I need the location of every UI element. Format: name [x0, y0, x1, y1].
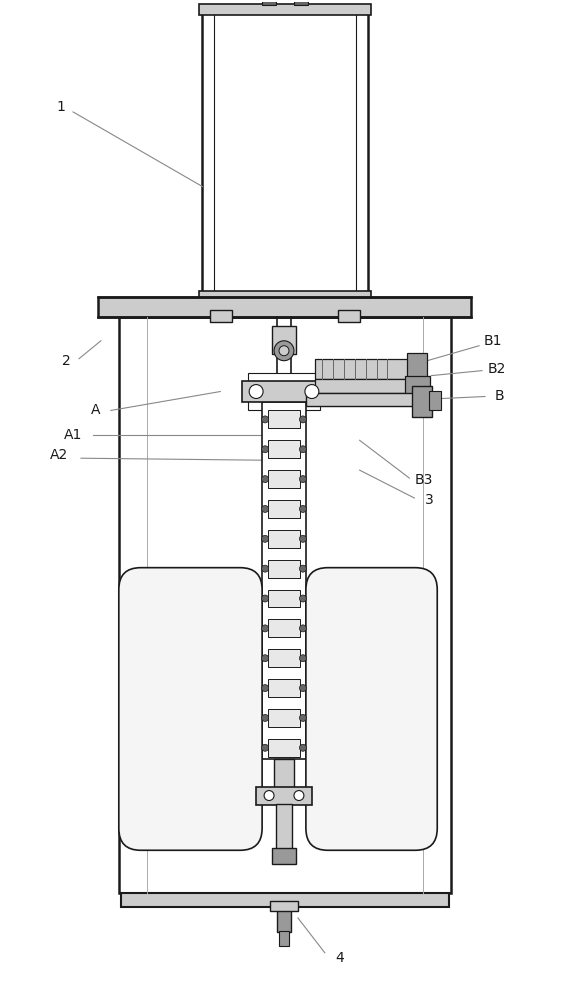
Bar [270, 901, 298, 911]
Circle shape [299, 685, 306, 692]
Text: 4: 4 [335, 951, 344, 965]
Circle shape [262, 416, 269, 423]
Bar [199, 291, 370, 301]
Bar [199, 300, 227, 312]
Bar [338, 310, 360, 322]
Circle shape [262, 505, 269, 512]
Bar [315, 359, 410, 379]
Circle shape [299, 565, 306, 572]
Circle shape [299, 595, 306, 602]
Bar [268, 500, 300, 518]
Circle shape [262, 446, 269, 453]
Circle shape [299, 505, 306, 512]
Bar [262, 0, 276, 5]
Bar [429, 391, 441, 410]
Text: B2: B2 [488, 362, 506, 376]
Circle shape [262, 744, 269, 751]
Bar [268, 739, 300, 757]
Circle shape [262, 625, 269, 632]
Circle shape [262, 655, 269, 662]
Bar [268, 709, 300, 727]
Bar [412, 386, 432, 417]
Bar [406, 376, 431, 396]
Bar [242, 381, 326, 402]
Text: A1: A1 [64, 428, 82, 442]
Circle shape [264, 791, 274, 801]
Bar [199, 4, 370, 15]
Bar [119, 317, 451, 893]
Bar [315, 379, 410, 393]
Bar [262, 402, 306, 759]
Text: A: A [91, 403, 101, 417]
Circle shape [262, 476, 269, 483]
Bar [272, 326, 296, 354]
Bar [248, 373, 320, 410]
Circle shape [299, 625, 306, 632]
Circle shape [305, 385, 319, 398]
Circle shape [299, 446, 306, 453]
Bar [268, 649, 300, 667]
Text: 1: 1 [57, 100, 65, 114]
Circle shape [262, 595, 269, 602]
Bar [306, 393, 415, 406]
Bar [344, 300, 371, 312]
Text: B: B [494, 389, 504, 403]
Circle shape [262, 565, 269, 572]
Text: 2: 2 [62, 354, 70, 368]
Bar [268, 619, 300, 637]
Circle shape [262, 714, 269, 721]
Bar [274, 759, 294, 789]
Bar [272, 848, 296, 864]
Bar [268, 470, 300, 488]
Text: B1: B1 [484, 334, 502, 348]
Bar [407, 353, 427, 381]
Bar [279, 931, 289, 946]
Circle shape [294, 791, 304, 801]
Bar [277, 907, 291, 932]
Circle shape [249, 385, 263, 398]
FancyBboxPatch shape [306, 568, 437, 850]
Bar [268, 560, 300, 578]
Circle shape [299, 535, 306, 542]
Bar [268, 530, 300, 548]
Bar [268, 410, 300, 428]
Bar [210, 310, 232, 322]
Text: A2: A2 [50, 448, 68, 462]
Circle shape [279, 346, 289, 356]
Circle shape [262, 535, 269, 542]
Circle shape [299, 714, 306, 721]
Circle shape [299, 655, 306, 662]
Circle shape [299, 476, 306, 483]
Bar [276, 804, 292, 851]
Bar [268, 679, 300, 697]
Bar [98, 297, 471, 317]
Circle shape [299, 416, 306, 423]
Bar [256, 787, 312, 805]
Bar [121, 893, 449, 907]
FancyBboxPatch shape [119, 568, 262, 850]
Circle shape [274, 341, 294, 361]
Text: B3: B3 [415, 473, 433, 487]
Circle shape [299, 744, 306, 751]
Bar [294, 0, 308, 5]
Bar [268, 440, 300, 458]
Text: 3: 3 [425, 493, 433, 507]
Bar [268, 590, 300, 607]
Circle shape [262, 685, 269, 692]
